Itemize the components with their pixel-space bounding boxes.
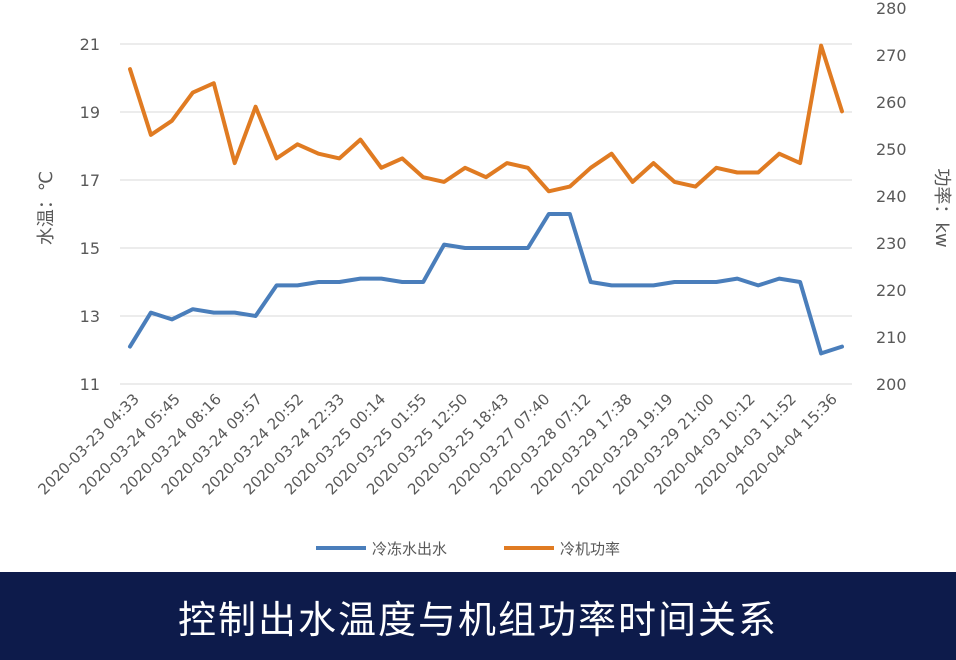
- right-y-tick-label: 250: [876, 140, 907, 159]
- right-y-tick-label: 200: [876, 375, 907, 394]
- legend-label-water: 冷冻水出水: [372, 540, 447, 558]
- chart-area: 11 13 15 17 19 21 200 210 220 230 240 250 260 270 280…: [35, 0, 952, 558]
- left-y-tick-label: 17: [80, 171, 100, 190]
- right-y-tick-label: 280: [876, 0, 907, 18]
- left-y-tick-label: 11: [80, 375, 100, 394]
- series-line-water: [128, 212, 844, 356]
- caption-banner: 控制出水温度与机组功率时间关系: [0, 572, 956, 660]
- line-chart: 11 13 15 17 19 21 200 210 220 230 240 250 260 270 280…: [35, 0, 952, 558]
- series-lines: [128, 43, 844, 356]
- right-y-tick-label: 210: [876, 328, 907, 347]
- right-y-tick-label: 270: [876, 46, 907, 65]
- legend: 冷冻水出水 冷机功率: [316, 540, 620, 558]
- caption-title: 控制出水温度与机组功率时间关系: [177, 597, 778, 642]
- right-y-tick-label: 260: [876, 93, 907, 112]
- right-y-tick-label: 240: [876, 187, 907, 206]
- left-y-axis-title: 水温：℃: [36, 171, 57, 245]
- legend-label-power: 冷机功率: [560, 540, 620, 558]
- left-y-axis-ticks: 11 13 15 17 19 21: [80, 35, 100, 394]
- right-y-tick-label: 220: [876, 281, 907, 300]
- left-y-tick-label: 19: [80, 103, 100, 122]
- left-y-tick-label: 21: [80, 35, 100, 54]
- left-y-tick-label: 15: [80, 239, 100, 258]
- series-line-power: [128, 43, 844, 194]
- right-y-tick-label: 230: [876, 234, 907, 253]
- right-y-axis-ticks: 200 210 220 230 240 250 260 270 280: [876, 0, 907, 394]
- grid-lines: [120, 43, 852, 385]
- left-y-tick-label: 13: [80, 307, 100, 326]
- right-y-axis-title: 功率：kw: [931, 168, 952, 247]
